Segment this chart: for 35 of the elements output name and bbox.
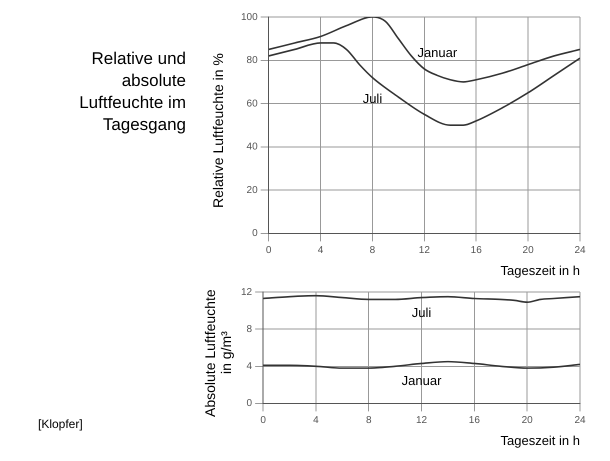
x-tick-label: 8 (366, 415, 372, 426)
y-tick-label: 12 (241, 286, 253, 298)
y-tick-label: 4 (246, 361, 253, 372)
y-tick-label: 100 (240, 12, 258, 23)
text: Relative und absolute Luftfeuchte im Tagesgang (78, 48, 186, 136)
y-axis-title: Relative Luftfeuchte in % (210, 52, 226, 210)
y-tick-label: 8 (246, 324, 253, 335)
series-label: Juli (412, 305, 432, 320)
x-tick-label: 12 (416, 415, 428, 426)
y-tick-label: 60 (246, 98, 258, 110)
x-axis-title: Tageszeit in h (500, 262, 580, 278)
y-tick-label: 0 (246, 398, 253, 410)
x-tick-label: 16 (470, 245, 482, 256)
line-series (263, 294, 580, 304)
x-tick-label: 0 (266, 245, 272, 256)
y-tick-label: 40 (246, 142, 258, 153)
x-tick-label: 16 (468, 415, 480, 426)
y-tick-label: 20 (246, 184, 258, 196)
x-tick-label: 24 (574, 245, 586, 256)
x-tick-label: 20 (522, 245, 534, 256)
x-tick-label: 4 (318, 245, 324, 256)
series-label: Januar (417, 45, 458, 60)
x-tick-label: 0 (260, 415, 266, 426)
x-axis-title: Tageszeit in h (500, 432, 580, 448)
text: [Klopfer] (38, 417, 83, 431)
series-label: Januar (402, 373, 442, 388)
y-tick-label: 0 (252, 228, 258, 240)
y-axis-title: Absolute Luftfeuchte in g/m³ (202, 288, 234, 419)
series-label: Juli (362, 91, 382, 106)
x-tick-label: 8 (370, 245, 376, 256)
x-tick-label: 24 (574, 415, 586, 426)
x-tick-label: 12 (418, 245, 430, 256)
x-tick-label: 20 (522, 415, 534, 426)
x-tick-label: 4 (313, 415, 320, 426)
y-tick-label: 80 (246, 55, 258, 66)
